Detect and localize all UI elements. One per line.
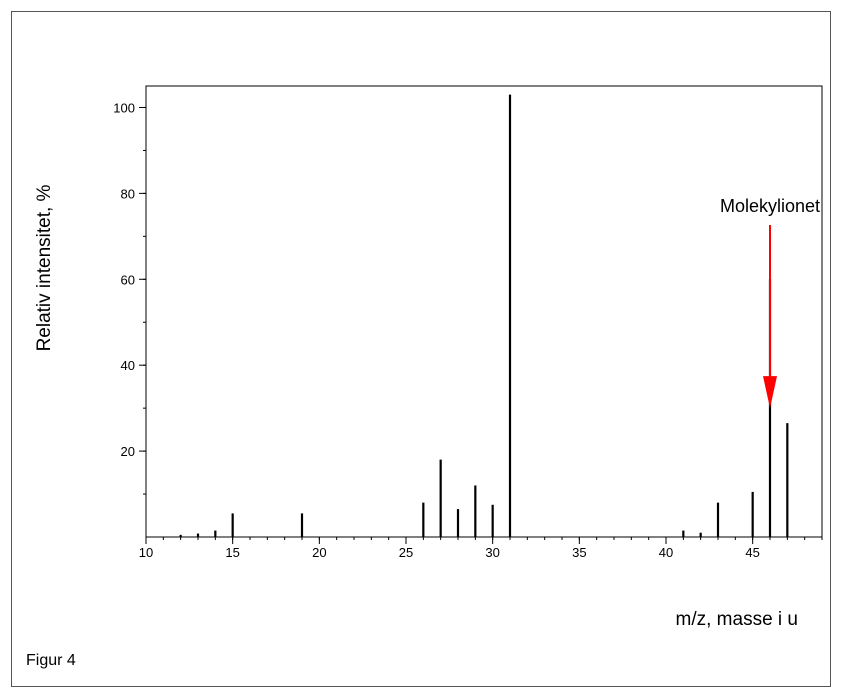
y-tick-label: 80 xyxy=(121,186,135,201)
y-axis-ticks: 20 40 60 80 100 xyxy=(113,100,146,459)
y-axis-label: Relativ intensitet, % xyxy=(34,184,55,351)
x-tick-label: 25 xyxy=(399,545,413,560)
y-tick-label: 20 xyxy=(121,444,135,459)
x-axis-label: m/z, masse i u xyxy=(676,609,798,630)
x-tick-label: 35 xyxy=(572,545,586,560)
x-axis-ticks: 10 15 20 25 30 35 40 45 xyxy=(139,537,760,560)
bars xyxy=(179,94,789,537)
annotations: Molekylionet xyxy=(720,196,820,409)
y-tick-label: 100 xyxy=(113,100,135,115)
figure-frame xyxy=(11,11,831,687)
x-tick-label: 15 xyxy=(225,545,239,560)
y-tick-label: 40 xyxy=(121,358,135,373)
plot-area xyxy=(145,85,823,538)
minor-ticks xyxy=(143,106,823,540)
figure-caption: Figur 4 xyxy=(26,652,76,669)
annotation-label: Molekylionet xyxy=(720,196,820,216)
x-tick-label: 45 xyxy=(745,545,759,560)
y-tick-label: 60 xyxy=(121,272,135,287)
x-tick-label: 20 xyxy=(312,545,326,560)
x-tick-label: 30 xyxy=(485,545,499,560)
x-tick-label: 10 xyxy=(139,545,153,560)
x-tick-label: 40 xyxy=(659,545,673,560)
annotation-arrow-head xyxy=(763,376,777,409)
